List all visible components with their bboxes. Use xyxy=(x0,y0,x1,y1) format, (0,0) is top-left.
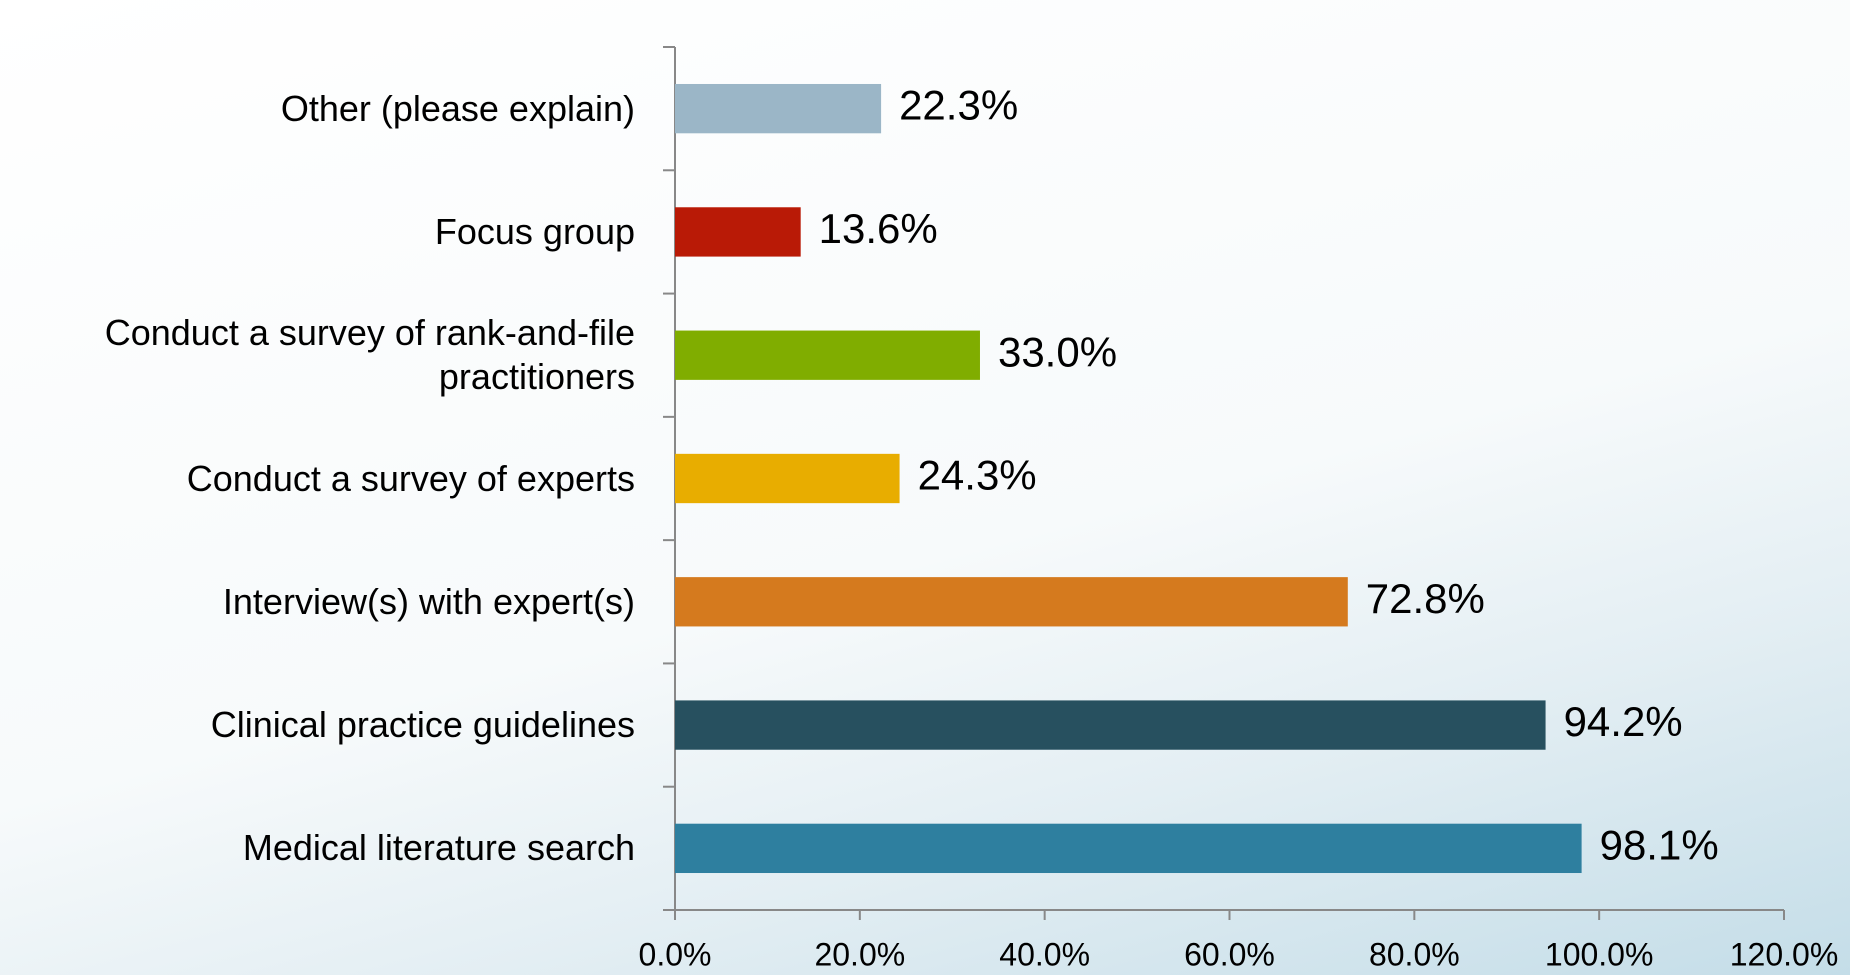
y-tick-label: Focus group xyxy=(434,210,635,252)
bar xyxy=(675,453,900,504)
x-tick-label: 60.0% xyxy=(1184,936,1275,972)
value-label: 33.0% xyxy=(998,328,1117,375)
value-label: 98.1% xyxy=(1600,821,1719,868)
value-label: 24.3% xyxy=(918,452,1037,499)
x-tick-label: 40.0% xyxy=(999,936,1090,972)
value-label: 22.3% xyxy=(899,82,1018,129)
bar xyxy=(675,330,980,380)
value-label: 72.8% xyxy=(1366,575,1485,622)
bar xyxy=(675,577,1348,627)
value-label: 13.6% xyxy=(819,205,938,252)
y-tick-label: Clinical practice guidelines xyxy=(210,704,635,746)
y-tick-label: Conduct a survey of rank-and-file practi… xyxy=(104,312,635,398)
x-tick-label: 120.0% xyxy=(1730,936,1839,972)
y-tick-label: Interview(s) with expert(s) xyxy=(222,580,635,622)
x-tick-label: 100.0% xyxy=(1545,936,1654,972)
y-tick-label: Medical literature search xyxy=(242,827,635,869)
y-tick-label: Conduct a survey of experts xyxy=(186,457,635,499)
x-tick-label: 0.0% xyxy=(639,936,712,972)
y-tick-label: Other (please explain) xyxy=(280,87,635,129)
bar xyxy=(675,823,1582,874)
bar xyxy=(675,700,1546,750)
x-tick-label: 80.0% xyxy=(1369,936,1460,972)
value-label: 94.2% xyxy=(1564,698,1683,745)
bar xyxy=(675,207,801,257)
x-tick-label: 20.0% xyxy=(814,936,905,972)
bar xyxy=(675,83,882,134)
